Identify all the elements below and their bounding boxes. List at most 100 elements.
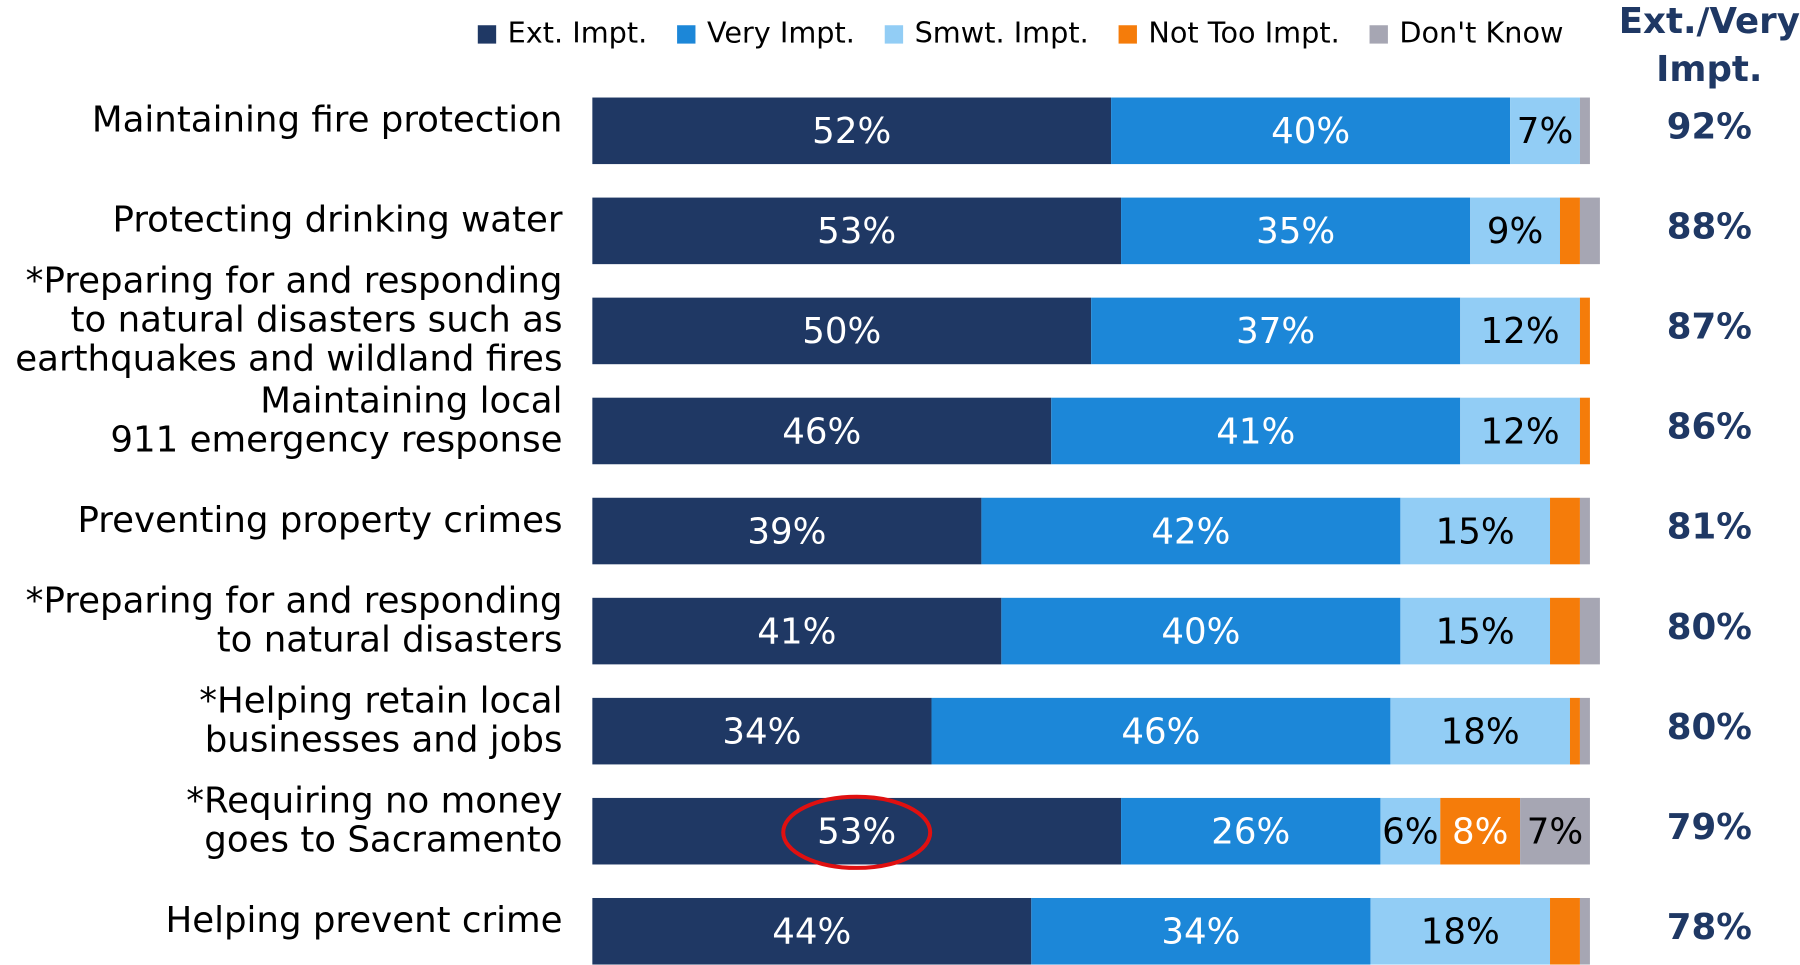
- data-label: 35%: [1256, 211, 1335, 252]
- bar-segment: [1559, 197, 1580, 265]
- legend-label: Very Impt.: [707, 15, 855, 49]
- bar-segment: [1400, 597, 1551, 665]
- bar-segment: [592, 597, 1002, 665]
- category-label: Protecting drinking water: [113, 200, 563, 241]
- totals-header: Ext./Very: [1619, 1, 1800, 42]
- data-label: 46%: [782, 411, 861, 452]
- bar-segment: [1031, 897, 1371, 965]
- totals-header: Impt.: [1656, 49, 1762, 90]
- bar-segment: [1569, 697, 1580, 765]
- bar-segment: [1579, 97, 1590, 165]
- bar-segment: [592, 697, 932, 765]
- bar-segment: [1440, 797, 1521, 865]
- data-label: 46%: [1121, 711, 1200, 752]
- bar-segment: [1550, 897, 1580, 965]
- bar-segment: [592, 197, 1122, 265]
- legend-swatch: [477, 25, 497, 44]
- data-label: 40%: [1271, 111, 1350, 152]
- data-label: 8%: [1452, 812, 1508, 853]
- category-label: goes to Sacramento: [204, 820, 562, 861]
- bar-segment: [1121, 797, 1381, 865]
- legend-swatch: [884, 25, 904, 44]
- category-label: to natural disasters: [217, 619, 563, 660]
- data-label: 18%: [1421, 912, 1500, 953]
- bar-segment: [1579, 197, 1600, 265]
- data-label: 15%: [1436, 611, 1515, 652]
- data-label: 34%: [722, 711, 801, 752]
- bar-segment: [1579, 297, 1590, 365]
- bar-segment: [592, 497, 982, 565]
- bar-segment: [592, 297, 1092, 365]
- data-label: 7%: [1527, 812, 1583, 853]
- bar-segment: [1111, 97, 1511, 165]
- bar-segment: [1510, 97, 1580, 165]
- data-label: 15%: [1436, 511, 1515, 552]
- bar-segment: [1579, 897, 1590, 965]
- data-label: 34%: [1161, 912, 1240, 953]
- category-label: *Preparing for and responding: [26, 261, 563, 302]
- data-label: 50%: [802, 311, 881, 352]
- category-label: Maintaining local: [260, 380, 562, 421]
- category-label: to natural disasters such as: [71, 300, 563, 341]
- total-label: 86%: [1667, 407, 1752, 448]
- data-label: 44%: [772, 912, 851, 953]
- category-label: 911 emergency response: [110, 419, 562, 460]
- category-label: Maintaining fire protection: [92, 100, 563, 141]
- total-label: 80%: [1667, 707, 1752, 748]
- total-label: 81%: [1667, 507, 1752, 548]
- data-label: 18%: [1441, 711, 1520, 752]
- bar-segment: [1579, 597, 1600, 665]
- data-label: 42%: [1151, 511, 1230, 552]
- data-label: 9%: [1487, 211, 1543, 252]
- bar-segment: [1390, 697, 1570, 765]
- bar-segment: [931, 697, 1391, 765]
- legend-swatch: [677, 25, 696, 44]
- bar-segment: [1550, 497, 1580, 565]
- legend-label: Ext. Impt.: [508, 15, 648, 49]
- data-label: 6%: [1382, 812, 1438, 853]
- bar-segment: [1400, 497, 1551, 565]
- bar-segment: [592, 97, 1112, 165]
- bar-segment: [1470, 197, 1560, 265]
- data-label: 39%: [747, 511, 826, 552]
- bar-segment: [592, 397, 1052, 465]
- total-label: 92%: [1667, 107, 1752, 148]
- legend-label: Smwt. Impt.: [915, 15, 1089, 49]
- bar-segment: [1091, 297, 1461, 365]
- category-label: *Helping retain local: [199, 680, 562, 721]
- data-label: 53%: [817, 211, 896, 252]
- total-label: 79%: [1667, 807, 1752, 848]
- bar-segment: [1121, 197, 1471, 265]
- bar-segment: [1579, 397, 1590, 465]
- category-label: earthquakes and wildland fires: [15, 339, 562, 380]
- data-label: 12%: [1481, 311, 1560, 352]
- bar-segment: [1380, 797, 1441, 865]
- bar-segment: [1370, 897, 1551, 965]
- total-label: 88%: [1667, 207, 1752, 248]
- bar-segment: [1001, 597, 1401, 665]
- category-label: Helping prevent crime: [165, 900, 562, 941]
- legend-label: Not Too Impt.: [1148, 15, 1339, 49]
- category-label: Preventing property crimes: [78, 500, 563, 541]
- data-label: 37%: [1236, 311, 1315, 352]
- bar-segment: [592, 797, 1122, 865]
- total-label: 87%: [1667, 307, 1752, 348]
- bar-segment: [1460, 397, 1580, 465]
- bar-segment: [1051, 397, 1461, 465]
- legend-label: Don't Know: [1399, 15, 1563, 49]
- data-label: 41%: [1216, 411, 1295, 452]
- category-label: businesses and jobs: [205, 719, 563, 760]
- bar-segment: [1460, 297, 1580, 365]
- bar-segment: [1579, 697, 1590, 765]
- legend-swatch: [1369, 25, 1388, 44]
- category-label: *Preparing for and responding: [26, 580, 563, 621]
- data-label: 7%: [1517, 111, 1573, 152]
- bar-segment: [981, 497, 1401, 565]
- data-label: 12%: [1481, 411, 1560, 452]
- data-label: 53%: [817, 812, 896, 853]
- data-label: 52%: [812, 111, 891, 152]
- total-label: 78%: [1667, 907, 1752, 948]
- bar-segment: [592, 897, 1032, 965]
